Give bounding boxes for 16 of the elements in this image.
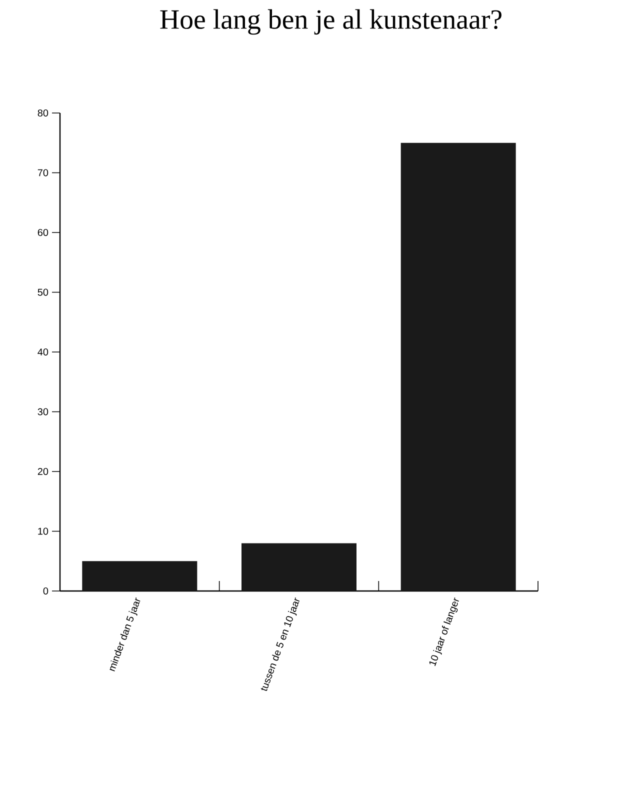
y-tick-label: 0 xyxy=(43,587,48,595)
x-tick-label: 10 jaar of langer xyxy=(429,598,459,666)
bar xyxy=(242,543,356,591)
chart-title: Hoe lang ben je al kunstenaar? xyxy=(160,9,502,35)
y-tick-label: 80 xyxy=(38,109,48,117)
y-tick-label: 70 xyxy=(38,169,48,176)
y-tick-label: 20 xyxy=(38,468,48,476)
y-tick-label: 10 xyxy=(38,528,48,535)
x-tick-label: minder dan 5 jaar xyxy=(110,598,140,672)
x-tick-label: tussen de 5 en 10 jaar xyxy=(260,598,300,691)
y-tick-label: 60 xyxy=(38,228,48,236)
bar xyxy=(82,561,198,591)
y-tick-label: 40 xyxy=(38,348,48,356)
y-tick-label: 50 xyxy=(38,288,48,296)
y-tick-label: 30 xyxy=(38,408,48,416)
bar xyxy=(400,142,516,591)
